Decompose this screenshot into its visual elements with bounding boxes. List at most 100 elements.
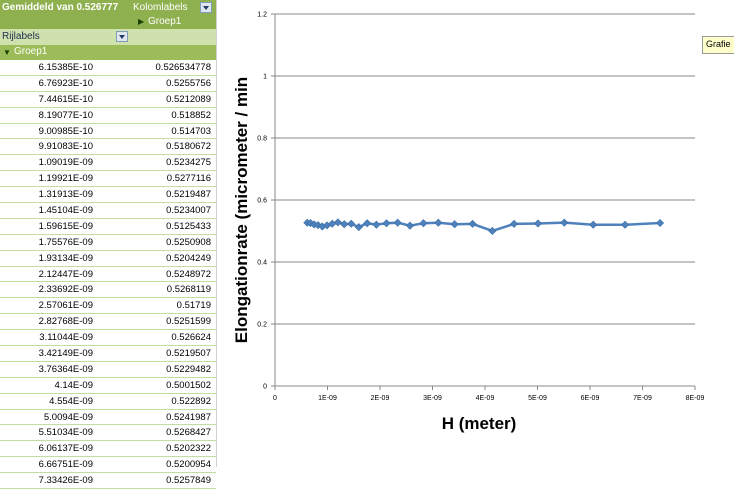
row-labels-dropdown-button[interactable] bbox=[116, 31, 128, 42]
line-chart[interactable]: 0 0.2 0.4 0.6 0.8 1 1.2 0 1E-09 2E-09 3E-09 4E-09 5E… bbox=[217, 0, 734, 467]
data-point[interactable] bbox=[510, 219, 519, 228]
row-labels-header: Rijlabels bbox=[0, 29, 216, 45]
data-point[interactable] bbox=[434, 218, 443, 227]
row-label: 9.91083E-10 bbox=[38, 141, 93, 153]
row-value: 0.5241987 bbox=[166, 411, 211, 423]
table-row[interactable]: 1.09019E-09 0.5234275 bbox=[0, 155, 216, 172]
y-tick-label: 0.4 bbox=[257, 260, 267, 267]
chart-tooltip: Grafie bbox=[702, 36, 734, 54]
table-row[interactable]: 9.91083E-10 0.5180672 bbox=[0, 139, 216, 156]
x-tick-label: 8E-09 bbox=[686, 395, 705, 402]
data-point[interactable] bbox=[533, 219, 543, 228]
expand-triangle-icon[interactable]: ▶ bbox=[138, 17, 145, 26]
table-row[interactable]: 6.15385E-10 0.526534778 bbox=[0, 60, 216, 76]
x-tick-label: 2E-09 bbox=[371, 395, 390, 402]
table-row[interactable]: 6.66751E-09 0.5200954 bbox=[0, 457, 216, 474]
row-label: 6.76923E-10 bbox=[38, 77, 93, 89]
row-value: 0.5268427 bbox=[166, 427, 211, 439]
table-row[interactable]: 1.93134E-09 0.5204249 bbox=[0, 251, 216, 267]
x-tick-label: 6E-09 bbox=[581, 395, 600, 402]
chart-area[interactable]: 0 0.2 0.4 0.6 0.8 1 1.2 0 1E-09 2E-09 3E-09 4E-09 5E… bbox=[217, 0, 734, 467]
table-row[interactable]: 3.42149E-09 0.5219507 bbox=[0, 346, 216, 362]
collapse-triangle-icon[interactable]: ▼ bbox=[3, 48, 11, 57]
data-point[interactable] bbox=[382, 219, 391, 228]
table-row[interactable]: 7.33426E-09 0.5257849 bbox=[0, 473, 216, 489]
row-value: 0.5219507 bbox=[166, 348, 211, 360]
row-value: 0.5200954 bbox=[166, 459, 211, 471]
y-tick-label: 0.2 bbox=[257, 322, 267, 329]
table-row[interactable]: 6.76923E-10 0.5255756 bbox=[0, 76, 216, 92]
table-row[interactable]: 9.00985E-10 0.514703 bbox=[0, 124, 216, 140]
row-group-label: Groep1 bbox=[14, 46, 48, 57]
row-label: 7.44615E-10 bbox=[38, 93, 93, 105]
row-label: 2.57061E-09 bbox=[38, 300, 93, 312]
data-point[interactable] bbox=[656, 218, 665, 228]
row-label: 6.66751E-09 bbox=[38, 459, 93, 471]
data-point[interactable] bbox=[393, 218, 402, 227]
row-value: 0.5234275 bbox=[166, 157, 211, 169]
row-value: 0.526624 bbox=[171, 332, 211, 344]
table-row[interactable]: 3.11044E-09 0.526624 bbox=[0, 330, 216, 347]
table-row[interactable]: 5.51034E-09 0.5268427 bbox=[0, 425, 216, 442]
table-row[interactable]: 6.06137E-09 0.5202322 bbox=[0, 441, 216, 458]
row-labels-text: Rijlabels bbox=[2, 31, 40, 42]
row-label: 1.45104E-09 bbox=[38, 205, 93, 217]
data-point[interactable] bbox=[405, 221, 414, 230]
row-label: 7.33426E-09 bbox=[38, 475, 93, 487]
data-point[interactable] bbox=[468, 219, 477, 228]
table-row[interactable]: 4.14E-09 0.5001502 bbox=[0, 378, 216, 394]
data-point[interactable] bbox=[560, 218, 569, 227]
row-label: 1.93134E-09 bbox=[38, 252, 93, 264]
row-group-header[interactable]: ▼ Groep1 bbox=[0, 45, 216, 60]
column-labels-header: Kolomlabels bbox=[133, 2, 188, 13]
row-label: 2.12447E-09 bbox=[38, 268, 93, 280]
data-point[interactable] bbox=[354, 223, 363, 232]
row-value: 0.5277116 bbox=[166, 173, 211, 185]
column-labels-dropdown-button[interactable] bbox=[200, 2, 212, 13]
table-row[interactable]: 1.31913E-09 0.5219487 bbox=[0, 187, 216, 204]
table-row[interactable]: 1.19921E-09 0.5277116 bbox=[0, 171, 216, 188]
row-value: 0.5251599 bbox=[166, 316, 211, 328]
table-row[interactable]: 1.45104E-09 0.5234007 bbox=[0, 203, 216, 219]
data-point[interactable] bbox=[340, 220, 349, 229]
table-row[interactable]: 5.0094E-09 0.5241987 bbox=[0, 410, 216, 426]
data-point[interactable] bbox=[333, 218, 342, 227]
data-point[interactable] bbox=[621, 220, 630, 229]
x-tick-label: 1E-09 bbox=[318, 395, 337, 402]
table-row[interactable]: 7.44615E-10 0.5212089 bbox=[0, 92, 216, 108]
row-value: 0.514703 bbox=[171, 125, 211, 137]
data-point[interactable] bbox=[488, 226, 497, 235]
data-point[interactable] bbox=[450, 220, 459, 229]
table-row[interactable]: 2.82768E-09 0.5251599 bbox=[0, 314, 216, 331]
row-value: 0.5250908 bbox=[166, 236, 211, 248]
data-point[interactable] bbox=[419, 219, 428, 228]
row-value: 0.518852 bbox=[171, 109, 211, 121]
table-row[interactable]: 1.75576E-09 0.5250908 bbox=[0, 235, 216, 251]
row-label: 1.31913E-09 bbox=[38, 189, 93, 201]
row-label: 1.59615E-09 bbox=[38, 220, 93, 232]
x-tick-label: 0 bbox=[273, 395, 277, 402]
y-tick-label: 0.8 bbox=[257, 136, 267, 143]
row-label: 4.554E-09 bbox=[49, 395, 93, 407]
row-value: 0.526534778 bbox=[155, 62, 211, 73]
column-group-label: Groep1 bbox=[148, 16, 182, 27]
table-row[interactable]: 8.19077E-10 0.518852 bbox=[0, 108, 216, 124]
table-row[interactable]: 1.59615E-09 0.5125433 bbox=[0, 219, 216, 235]
table-row[interactable]: 2.12447E-09 0.5248972 bbox=[0, 267, 216, 283]
table-row[interactable]: 2.57061E-09 0.51719 bbox=[0, 298, 216, 315]
data-point[interactable] bbox=[372, 220, 381, 229]
table-row[interactable]: 3.76364E-09 0.5229482 bbox=[0, 362, 216, 378]
pane-divider bbox=[216, 0, 217, 467]
row-value: 0.5212089 bbox=[166, 93, 211, 105]
x-tick-label: 4E-09 bbox=[476, 395, 495, 402]
table-row[interactable]: 4.554E-09 0.522892 bbox=[0, 394, 216, 410]
x-tick-label: 5E-09 bbox=[528, 395, 547, 402]
data-point[interactable] bbox=[347, 219, 356, 228]
row-value: 0.5257849 bbox=[166, 475, 211, 487]
row-label: 3.76364E-09 bbox=[38, 363, 93, 375]
data-point[interactable] bbox=[363, 219, 372, 228]
table-row[interactable]: 2.33692E-09 0.5268119 bbox=[0, 282, 216, 299]
data-point[interactable] bbox=[589, 220, 598, 229]
row-label: 1.19921E-09 bbox=[38, 173, 93, 185]
pivot-rows: 6.15385E-10 0.526534778 6.76923E-10 0.52557… bbox=[0, 60, 216, 489]
